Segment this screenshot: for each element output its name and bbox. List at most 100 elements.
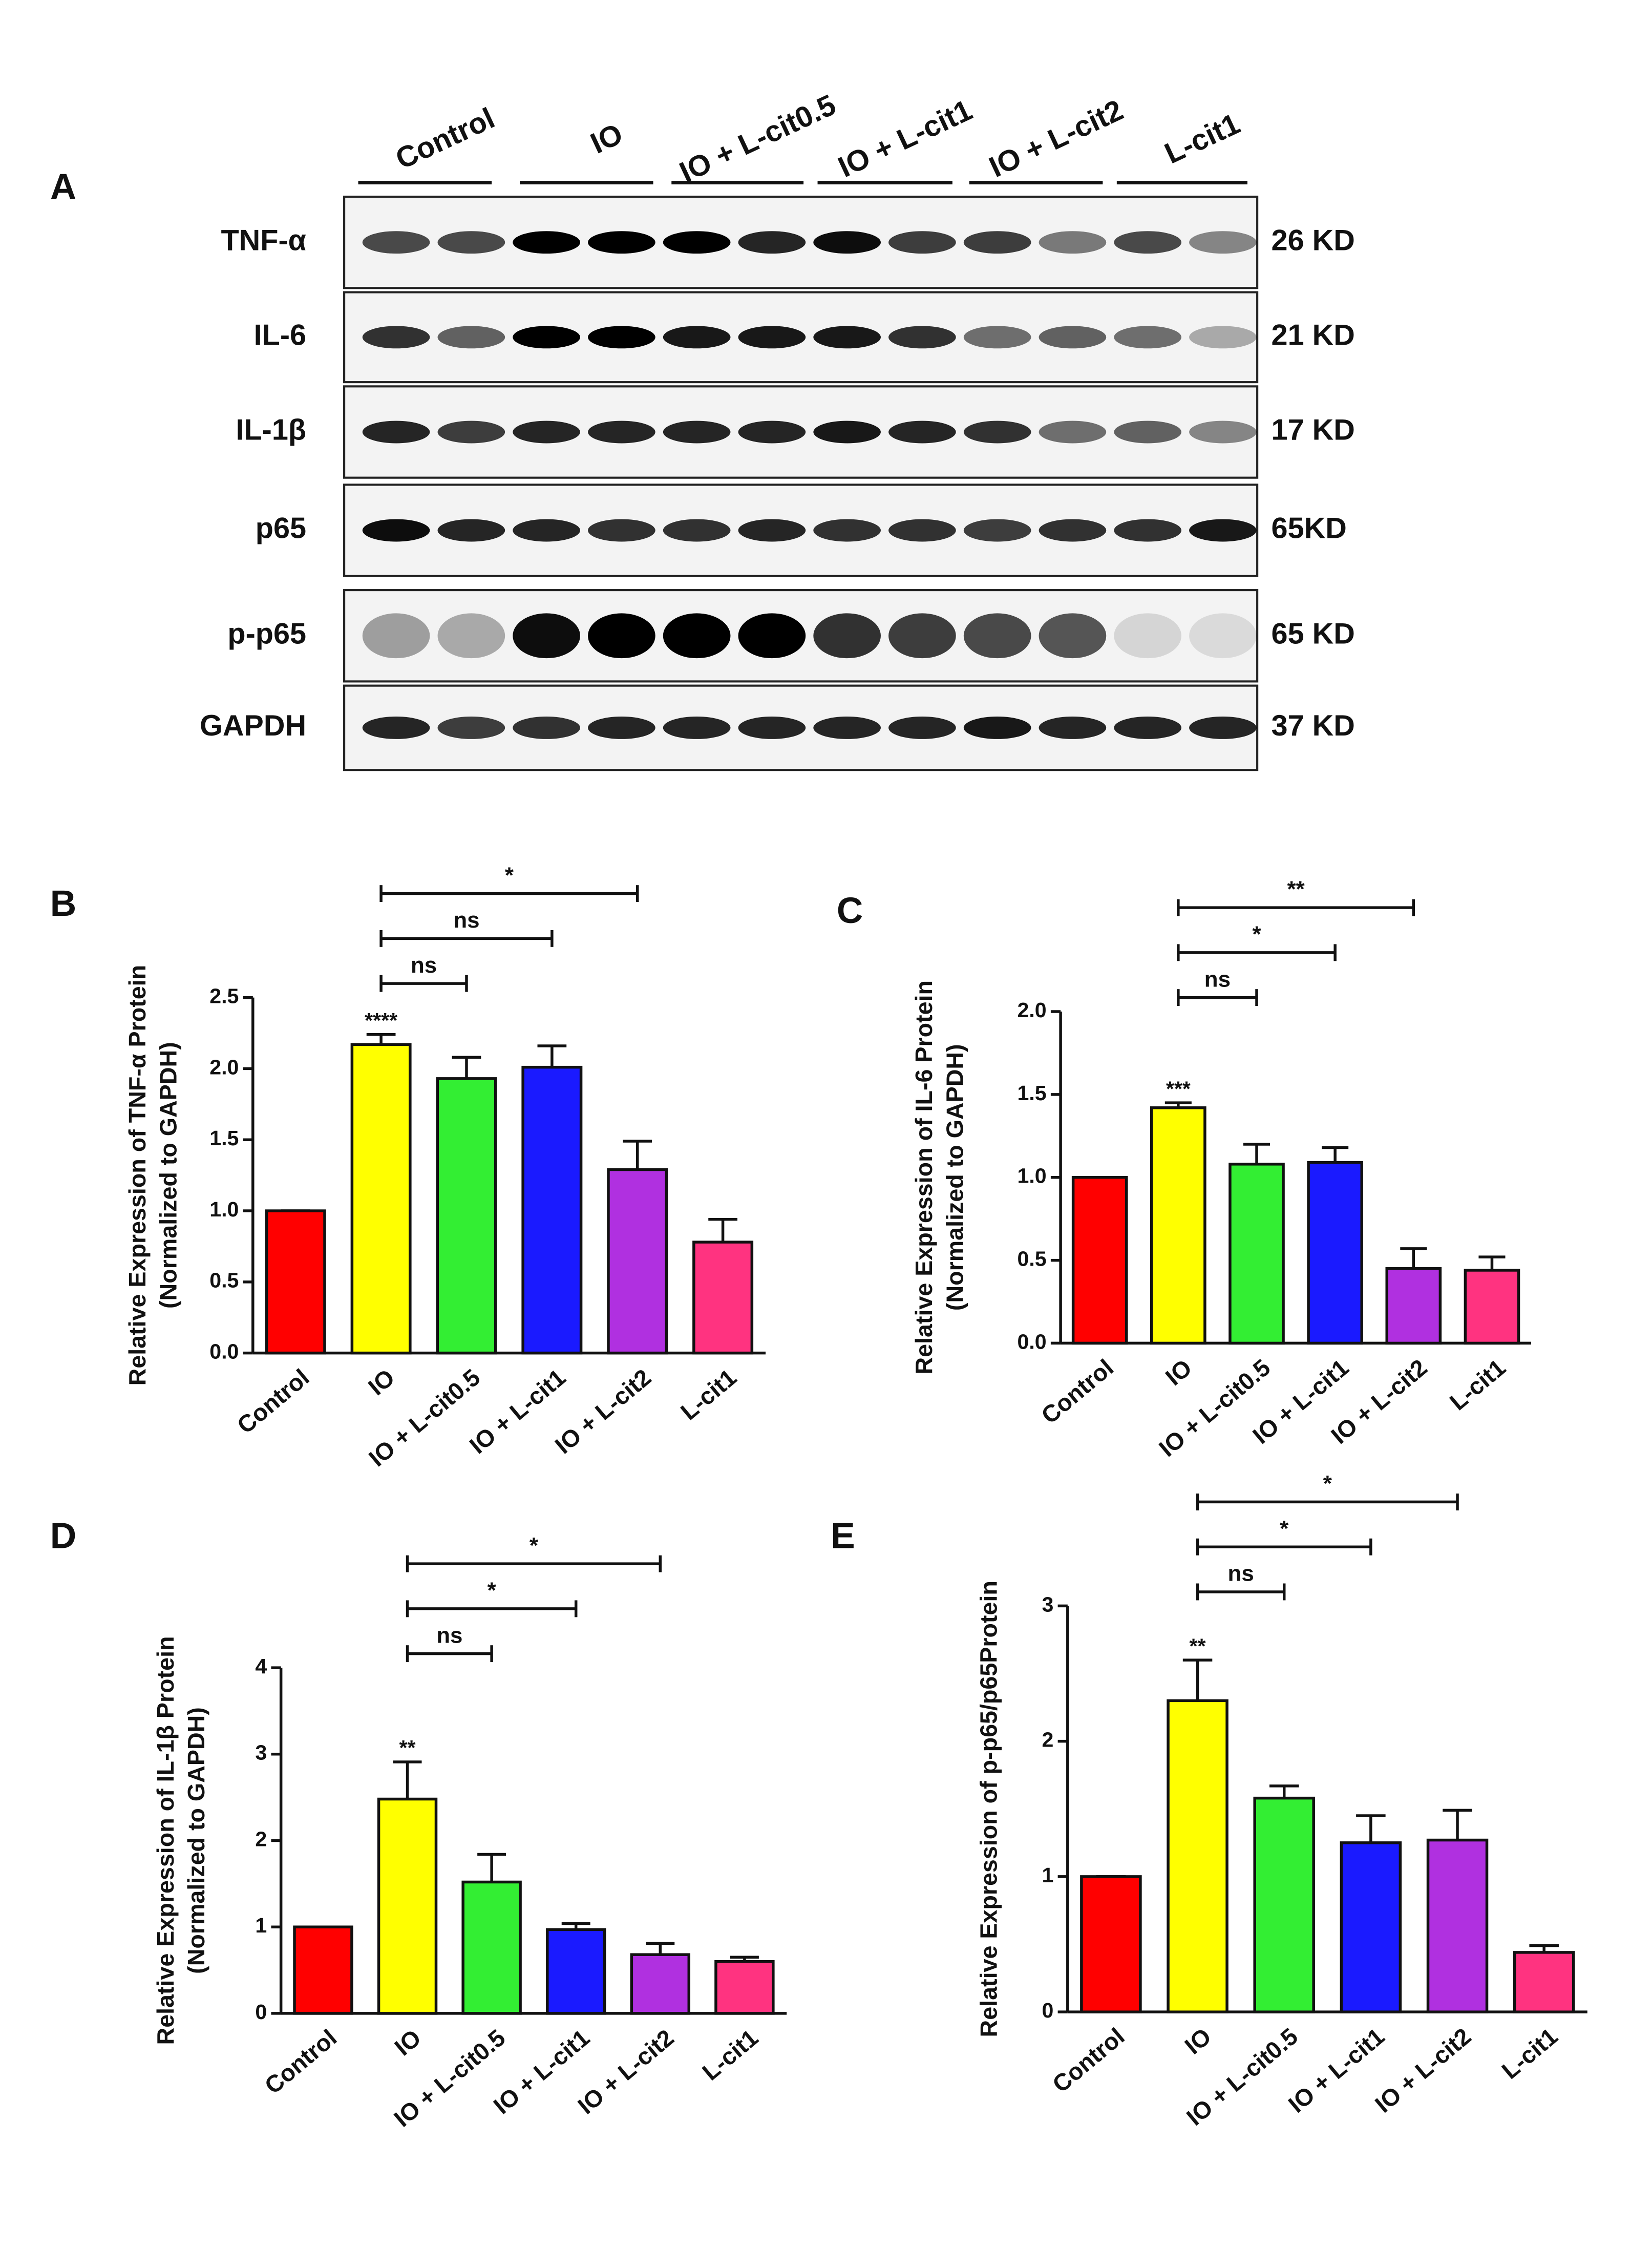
bar [1080,1875,1142,2013]
comparison-label: ns [436,1623,462,1648]
bar [1150,1106,1206,1345]
blot-band [1114,613,1182,659]
blot-band [1039,716,1107,739]
blot-band [963,231,1031,254]
blot-band [663,519,731,542]
x-tick-label: Control [232,1364,314,1439]
blot-band [813,231,881,254]
x-tick-label: Control [1036,1354,1118,1429]
significance-label: ** [399,1736,416,1759]
comparison-label: ** [1287,877,1305,902]
y-tick-label: 1 [1042,1863,1054,1887]
y-tick-label: 0.0 [209,1340,239,1363]
blot-band [1039,519,1107,542]
blot-band [1114,326,1182,349]
blot-band [513,613,580,659]
y-tick-label: 0.5 [1017,1247,1046,1270]
y-tick-label: 0 [255,2000,267,2024]
blot-band [362,613,430,659]
y-axis-label: (Normalized to GAPDH) [941,1044,968,1311]
blot-band [813,421,881,444]
y-tick-label: 2 [1042,1728,1054,1752]
blot-band [1114,421,1182,444]
comparison-label: ns [411,953,437,978]
protein-label: p-p65 [227,617,306,650]
bar [1229,1163,1285,1345]
blot-band [738,613,806,659]
blot-band [1189,326,1257,349]
significance-label: *** [1166,1077,1191,1100]
bar [293,1925,353,2015]
blot-band [437,326,505,349]
blot-band [663,716,731,739]
x-tick-label: IO [1180,2023,1216,2059]
bar [1385,1267,1442,1345]
blot-band [663,613,731,659]
protein-label: IL-1β [236,414,306,447]
size-label: 65KD [1272,512,1347,545]
blot-band [588,231,655,254]
x-tick-label: Control [1047,2023,1129,2097]
protein-label: GAPDH [200,709,306,742]
blot-band [362,716,430,739]
blot-band [813,716,881,739]
blot-band [1039,421,1107,444]
blot-band [1039,613,1107,659]
y-axis-label: Relative Expression of TNF-α Protein [124,965,151,1385]
blot-band [513,421,580,444]
comparison-label: ns [453,908,479,933]
bar [692,1241,754,1355]
x-tick-label: L-cit1 [1445,1354,1511,1416]
x-tick-label: IO [1160,1354,1197,1391]
size-label: 37 KD [1272,709,1355,742]
blot-band [362,231,430,254]
y-tick-label: 2.5 [209,984,239,1007]
blot-band [1039,231,1107,254]
y-tick-label: 3 [255,1741,267,1764]
bar [350,1043,412,1355]
blot-band [1189,231,1257,254]
bar [607,1168,668,1355]
blot-band [588,421,655,444]
comparison-label: * [505,863,514,888]
blot-band [888,519,956,542]
blot-band [813,613,881,659]
blot-band [437,231,505,254]
blot-band [1189,716,1257,739]
bar [1426,1838,1489,2013]
x-tick-label: L-cit1 [675,1364,742,1425]
blot-band [1189,519,1257,542]
blot-band [437,716,505,739]
blot-band [362,326,430,349]
blot-band [888,231,956,254]
blot-band [1114,519,1182,542]
y-tick-label: 2 [255,1827,267,1851]
significance-label: ** [1190,1634,1206,1657]
y-tick-label: 4 [255,1654,267,1678]
significance-label: **** [365,1009,397,1032]
size-label: 17 KD [1272,414,1355,447]
bar [1071,1175,1128,1345]
blot-band [588,326,655,349]
protein-label: IL-6 [254,319,306,352]
bar [1340,1841,1402,2013]
blot-band [813,326,881,349]
comparison-label: * [1323,1471,1332,1496]
comparison-label: ns [1228,1561,1254,1586]
blot-band [738,421,806,444]
blot-band [738,326,806,349]
comparison-label: * [530,1533,539,1558]
blot-band [963,421,1031,444]
panel-letter: B [50,883,77,924]
blot-band [513,326,580,349]
bar [1167,1699,1229,2013]
x-tick-label: Control [260,2024,342,2099]
y-tick-label: 2.0 [1017,998,1046,1022]
blot-band [1114,716,1182,739]
group-label: Control [391,102,500,176]
bar [1464,1269,1520,1345]
y-tick-label: 3 [1042,1592,1054,1616]
group-label: IO [586,117,628,160]
